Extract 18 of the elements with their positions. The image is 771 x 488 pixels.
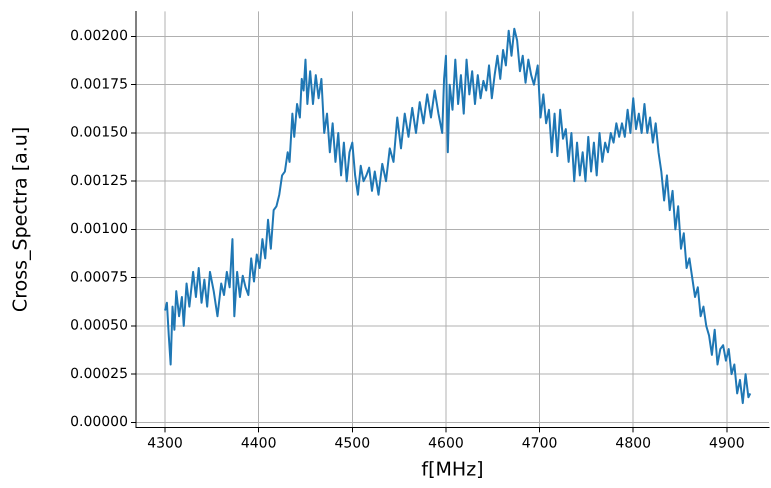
y-tick-label: 0.00050	[70, 318, 128, 334]
y-tick-label: 0.00000	[70, 414, 128, 430]
x-tick-label: 4400	[240, 435, 276, 452]
y-axis-title: Cross_Spectra [a.u]	[9, 126, 32, 312]
x-tick-label: 4500	[334, 435, 370, 452]
y-tick-label: 0.00200	[70, 28, 128, 44]
x-tick-label: 4600	[428, 435, 464, 452]
y-tick-label: 0.00100	[70, 221, 128, 238]
y-tick-label: 0.00175	[70, 76, 128, 92]
y-tick-label: 0.00150	[70, 124, 128, 141]
y-tick-label: 0.00125	[70, 172, 128, 189]
y-tick-label: 0.00075	[70, 269, 128, 286]
x-tick-label: 4700	[522, 435, 558, 452]
y-tick-label: 0.00025	[70, 366, 128, 382]
x-tick-label: 4900	[709, 435, 745, 452]
x-axis-title: f[MHz]	[421, 458, 484, 481]
x-tick-label: 4800	[615, 435, 652, 452]
x-tick-label: 4300	[147, 435, 183, 452]
